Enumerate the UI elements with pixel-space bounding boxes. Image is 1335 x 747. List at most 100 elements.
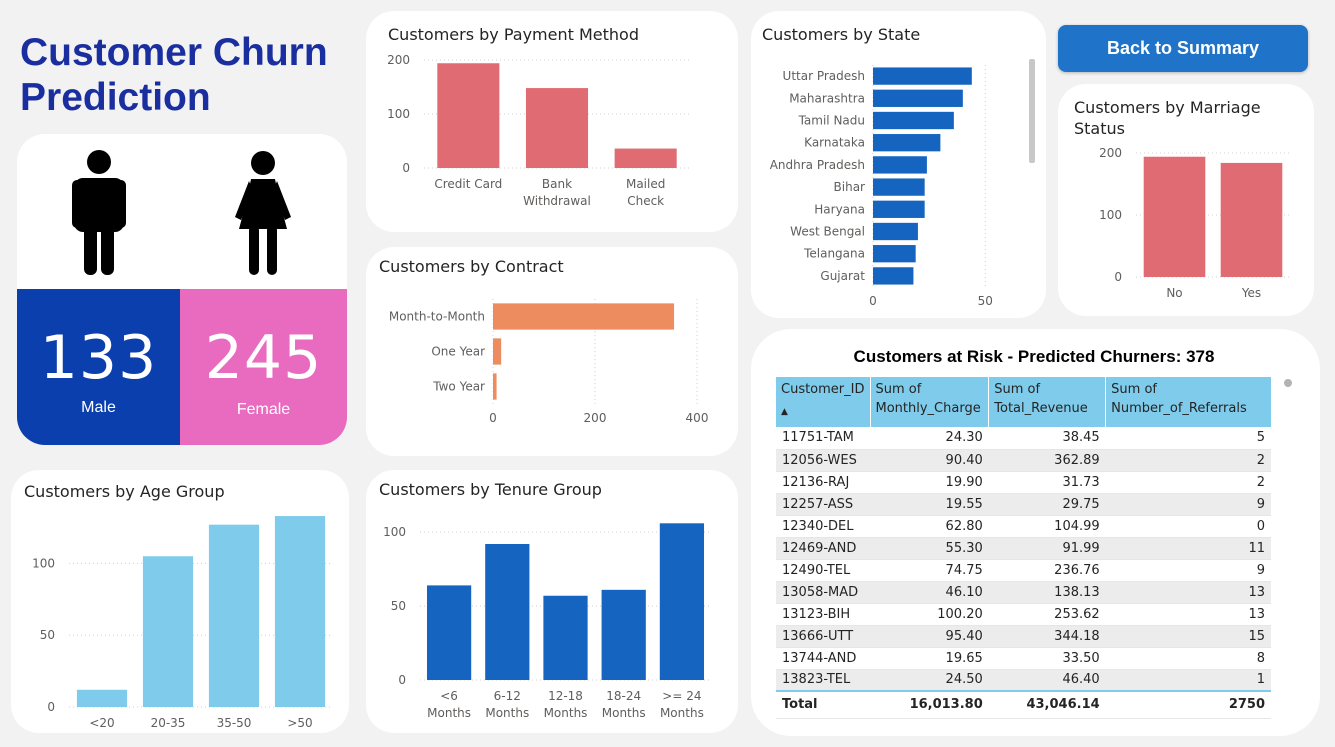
x-tick-label: Months — [427, 706, 471, 720]
bar — [873, 222, 918, 241]
cell-customer-id: 12490-TEL — [776, 559, 870, 582]
total-label: Total — [776, 690, 870, 719]
bar — [873, 200, 925, 218]
header-monthly-charge-line1: Sum of — [875, 382, 922, 397]
y-tick-label: Karnataka — [804, 136, 865, 150]
table-row[interactable]: 13666-UTT 95.40 344.18 15 — [776, 625, 1271, 648]
x-tick-label: Months — [602, 706, 646, 720]
table-row[interactable]: 12469-AND 55.30 91.99 11 — [776, 537, 1271, 560]
bar — [485, 544, 530, 680]
bar — [614, 148, 677, 168]
x-tick-label: 50 — [978, 294, 993, 308]
contract-title: Customers by Contract — [379, 257, 564, 276]
cell-referrals: 1 — [1105, 669, 1271, 692]
y-tick-label: Andhra Pradesh — [770, 158, 865, 172]
x-tick-label: Months — [485, 706, 529, 720]
cell-customer-id: 12257-ASS — [776, 493, 870, 516]
marriage-chart: 0 100 200 No Yes — [1099, 146, 1290, 300]
cell-total-revenue: 104.99 — [988, 515, 1106, 538]
cell-total-revenue: 362.89 — [988, 449, 1106, 472]
table-row[interactable]: 12257-ASS 19.55 29.75 9 — [776, 493, 1271, 516]
female-label: Female — [236, 401, 291, 418]
contract-card: Customers by Contract 0 200 400 Month-to-Mo… — [366, 247, 738, 456]
state-scrollbar[interactable] — [1029, 59, 1035, 163]
table-header-row: Customer_ID ▲ Sum of Monthly_Charge Sum … — [776, 377, 1271, 427]
total-revenue: 43,046.14 — [988, 690, 1106, 719]
header-monthly-charge-line2: Monthly_Charge — [875, 401, 981, 416]
bar — [1220, 162, 1283, 277]
page-title-line1: Customer Churn — [20, 31, 328, 74]
cell-monthly-charge: 100.20 — [870, 603, 989, 626]
y-tick-label: 0 — [398, 673, 406, 687]
x-tick-label: Months — [544, 706, 588, 720]
male-count: 133 — [39, 323, 158, 393]
x-tick-label: 18-24 — [606, 689, 641, 703]
header-total-revenue[interactable]: Sum of Total_Revenue — [988, 377, 1107, 427]
cell-customer-id: 12469-AND — [776, 537, 870, 560]
table-row[interactable]: 13823-TEL 24.50 46.40 1 — [776, 669, 1271, 692]
state-chart: 0 50 Uttar Pradesh Maharashtra Tamil Nadu Kar… — [770, 65, 993, 308]
x-tick-label: Months — [660, 706, 704, 720]
bar — [493, 303, 675, 330]
cell-total-revenue: 91.99 — [988, 537, 1106, 560]
table-row[interactable]: 11751-TAM 24.30 38.45 5 — [776, 427, 1271, 450]
table-row[interactable]: 13123-BIH 100.20 253.62 13 — [776, 603, 1271, 626]
cell-total-revenue: 33.50 — [988, 647, 1106, 670]
bar — [493, 338, 502, 365]
female-count-tile: 245 Female — [180, 289, 347, 445]
total-referrals: 2750 — [1105, 690, 1271, 719]
x-tick-label: <20 — [89, 716, 114, 730]
marriage-title: Customers by Marriage Status — [1074, 97, 1261, 139]
cell-total-revenue: 253.62 — [988, 603, 1106, 626]
x-tick-label: Withdrawal — [523, 194, 591, 208]
cell-referrals: 2 — [1105, 449, 1271, 472]
table-row[interactable]: 12056-WES 90.40 362.89 2 — [776, 449, 1271, 472]
y-tick-label: 50 — [40, 628, 55, 642]
x-tick-label: 200 — [584, 411, 607, 425]
bar — [659, 523, 705, 680]
table-options-dot-icon[interactable] — [1284, 379, 1292, 387]
cell-referrals: 15 — [1105, 625, 1271, 648]
bar — [601, 589, 646, 680]
back-to-summary-button[interactable]: Back to Summary — [1058, 25, 1308, 72]
cell-monthly-charge: 95.40 — [870, 625, 989, 648]
bar — [873, 134, 941, 152]
table-row[interactable]: 12340-DEL 62.80 104.99 0 — [776, 515, 1271, 538]
y-tick-label: Month-to-Month — [389, 310, 485, 324]
risk-table: Customer_ID ▲ Sum of Monthly_Charge Sum … — [776, 377, 1271, 719]
y-tick-label: 100 — [383, 525, 406, 539]
x-tick-label: 35-50 — [217, 716, 252, 730]
age-group-chart: 0 50 100 <20 20-35 35-50 >50 — [32, 516, 333, 730]
age-group-card: Customers by Age Group 0 50 100 <20 20-35 35-… — [11, 470, 349, 733]
gender-card: 133 Male 245 Female — [17, 134, 347, 445]
y-tick-label: 0 — [1114, 270, 1122, 284]
page-title: Customer Churn Prediction — [20, 30, 328, 120]
contract-chart: 0 200 400 Month-to-Month One Year Two Year — [389, 299, 708, 425]
y-tick-label: Uttar Pradesh — [783, 69, 865, 83]
bar — [873, 156, 927, 174]
page-title-line2: Prediction — [20, 76, 211, 119]
header-monthly-charge[interactable]: Sum of Monthly_Charge — [870, 377, 990, 427]
age-group-title: Customers by Age Group — [24, 482, 225, 501]
header-referrals[interactable]: Sum of Number_of_Referrals — [1105, 377, 1271, 427]
table-row[interactable]: 12490-TEL 74.75 236.76 9 — [776, 559, 1271, 582]
header-customer-id-label: Customer_ID — [781, 382, 865, 397]
header-customer-id[interactable]: Customer_ID ▲ — [776, 377, 871, 427]
y-tick-label: Two Year — [432, 380, 485, 394]
cell-customer-id: 13823-TEL — [776, 669, 870, 692]
y-tick-label: 0 — [47, 700, 55, 714]
cell-monthly-charge: 24.50 — [870, 669, 989, 692]
tenure-chart: 0 50 100 <6 Months 6-12 Months 12-18 Months 18-24… — [383, 523, 711, 720]
cell-total-revenue: 236.76 — [988, 559, 1106, 582]
cell-customer-id: 12340-DEL — [776, 515, 870, 538]
y-tick-label: 200 — [1099, 146, 1122, 160]
table-row[interactable]: 12136-RAJ 19.90 31.73 2 — [776, 471, 1271, 494]
cell-referrals: 9 — [1105, 559, 1271, 582]
table-row[interactable]: 13058-MAD 46.10 138.13 13 — [776, 581, 1271, 604]
table-row[interactable]: 13744-AND 19.65 33.50 8 — [776, 647, 1271, 670]
cell-customer-id: 11751-TAM — [776, 427, 870, 450]
x-tick-label: >50 — [287, 716, 312, 730]
x-tick-label: 0 — [869, 294, 877, 308]
cell-total-revenue: 138.13 — [988, 581, 1106, 604]
cell-total-revenue: 31.73 — [988, 471, 1106, 494]
